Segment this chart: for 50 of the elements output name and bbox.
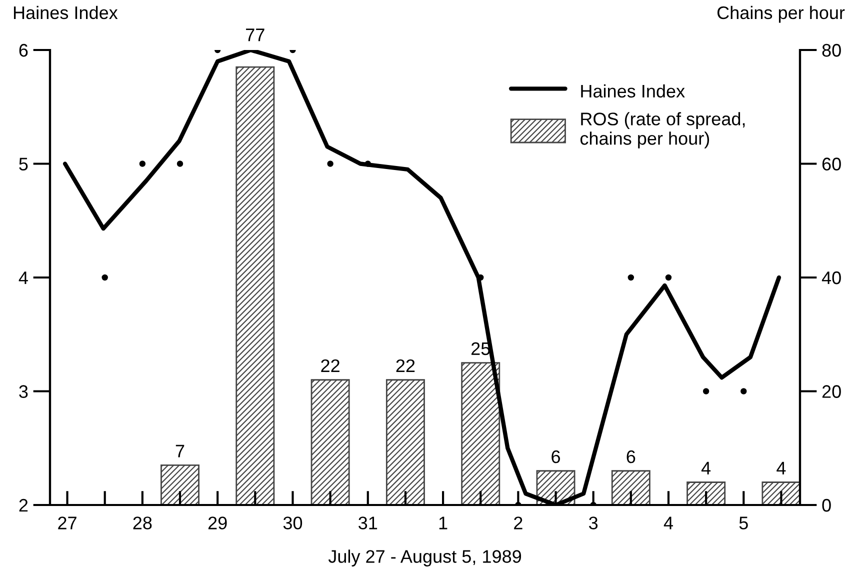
point	[139, 160, 146, 167]
data-label: 4	[701, 462, 711, 474]
legend-label: Haines Index	[581, 84, 685, 98]
x-tick-label: 4	[664, 516, 673, 530]
y2-tick-label: 40	[822, 271, 841, 284]
x-tick-label: 28	[133, 516, 152, 530]
point	[665, 274, 672, 281]
y-tick-label: 5	[19, 158, 28, 170]
x-tick-label: 31	[358, 516, 378, 530]
y-axis-title: Haines Index	[14, 6, 118, 20]
point	[176, 160, 184, 167]
y-tick-label: 2	[19, 498, 28, 512]
bar	[310, 379, 350, 505]
x-tick-label: 5	[739, 516, 748, 530]
data-label: 6	[552, 450, 560, 464]
point	[702, 388, 710, 394]
data-label: 4	[776, 462, 786, 474]
point	[364, 160, 371, 167]
y-tick-label: 3	[19, 385, 28, 398]
bar	[236, 66, 275, 505]
y-tick-label: 4	[18, 272, 28, 284]
x-tick-label: 29	[208, 516, 227, 530]
x-tick-label: 30	[283, 516, 302, 530]
x-axis-title: July 27 - August 5, 1989	[328, 550, 522, 566]
x-tick-label: 2	[514, 516, 522, 530]
bar	[686, 482, 726, 505]
y2-tick-label: 80	[822, 44, 841, 57]
point	[327, 160, 334, 167]
bar	[160, 464, 200, 505]
x-tick-label: 3	[589, 516, 598, 530]
data-label: 6	[626, 450, 636, 464]
point	[102, 274, 108, 281]
y2-tick-label: 20	[822, 385, 841, 398]
data-label: 7	[176, 444, 184, 458]
y2-tick-label: 60	[822, 158, 841, 170]
bar	[762, 482, 800, 505]
y2-tick-label: 0	[822, 498, 831, 512]
bar	[611, 470, 650, 505]
x-tick-label: 27	[58, 516, 76, 530]
legend-label: ROS (rate of spread, chains per hour)	[580, 112, 745, 148]
x-tick-label: 1	[439, 516, 448, 530]
y2-axis-title: Chains per hour	[717, 6, 845, 23]
y-tick-label: 6	[19, 44, 28, 57]
bar	[461, 362, 500, 505]
point	[740, 388, 747, 394]
data-label: 22	[396, 359, 415, 372]
bar	[386, 379, 425, 505]
point	[628, 274, 634, 281]
data-label: 77	[246, 28, 264, 42]
data-label: 22	[321, 359, 340, 372]
